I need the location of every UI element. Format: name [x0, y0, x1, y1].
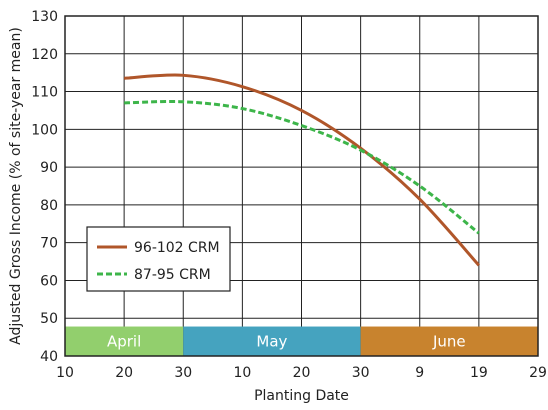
x-tick-label: 9 [415, 365, 424, 381]
month-label: May [256, 332, 287, 350]
x-tick-label: 20 [115, 365, 133, 381]
legend-entry: 87-95 CRM [134, 267, 211, 283]
legend-entry: 96-102 CRM [134, 240, 220, 256]
series-lines [124, 73, 480, 267]
y-tick-label: 50 [40, 311, 58, 327]
x-tick-label: 10 [56, 365, 74, 381]
x-tick-label: 29 [529, 365, 547, 381]
x-tick-label: 30 [174, 365, 192, 381]
month-bands: April May June [65, 326, 538, 356]
x-axis-label: Planting Date [254, 388, 349, 404]
x-tick-label: 30 [352, 365, 370, 381]
series-line-2 [124, 100, 480, 235]
y-tick-label: 120 [31, 47, 58, 63]
month-band-june [360, 326, 538, 356]
y-tick-label: 60 [40, 273, 58, 289]
y-tick-label: 70 [40, 236, 58, 252]
month-band-april [65, 326, 184, 356]
y-tick-label: 110 [31, 85, 58, 101]
y-tick-label: 80 [40, 198, 58, 214]
month-label: April [107, 332, 141, 350]
x-tick-label: 19 [470, 365, 488, 381]
y-tick-label: 40 [40, 349, 58, 365]
y-tick-labels: 40 50 60 70 80 90 100 110 120 130 [31, 9, 58, 365]
x-tick-labels: 10 20 30 10 20 30 9 19 29 [56, 365, 547, 381]
x-tick-label: 10 [233, 365, 251, 381]
y-tick-label: 100 [31, 122, 58, 138]
plot-frame [64, 15, 539, 357]
grid [64, 15, 539, 357]
legend: 96-102 CRM 87-95 CRM [86, 226, 231, 292]
y-tick-label: 90 [40, 160, 58, 176]
y-axis-label: Adjusted Gross Income (% of site-year me… [8, 27, 24, 345]
series-line-1 [124, 73, 480, 267]
month-label: June [432, 332, 466, 350]
month-band-may [183, 326, 361, 356]
y-tick-label: 130 [31, 9, 58, 25]
legend-box [86, 226, 231, 292]
x-tick-label: 20 [293, 365, 311, 381]
